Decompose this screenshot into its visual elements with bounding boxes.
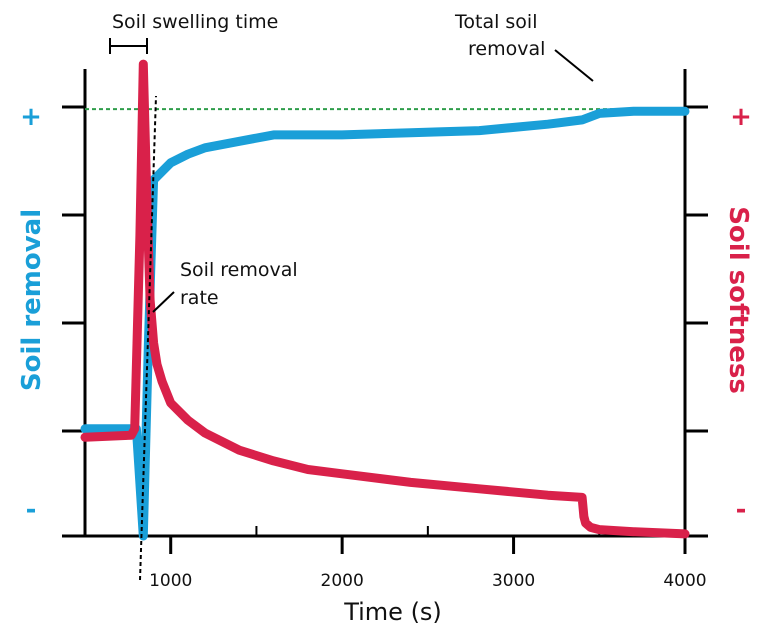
x-ticks: 1000 2000 3000 4000: [149, 536, 707, 591]
x-tick-label: 4000: [663, 571, 706, 591]
x-tick-label: 2000: [321, 571, 364, 591]
x-minor-ticks: [84, 526, 601, 536]
series-line-soil-softness: [80, 59, 690, 539]
x-tick-label: 3000: [492, 571, 535, 591]
x-axis-title: Time (s): [343, 598, 442, 626]
right-sign-minus: -: [736, 495, 747, 525]
left-sign-minus: -: [26, 495, 37, 525]
removal-rate-tangent: [139, 95, 157, 581]
annotation-rate-line1: Soil removal: [180, 259, 298, 281]
y-axis-title-left: Soil removal: [17, 209, 47, 391]
right-sign-plus: +: [730, 102, 752, 132]
total-removal-pointer: [554, 49, 594, 82]
x-tick-label: 1000: [149, 571, 192, 591]
annotation-rate-line2: rate: [180, 287, 219, 309]
swelling-time-bracket: [109, 38, 148, 54]
left-sign-plus: +: [20, 102, 42, 132]
y-axis-title-right: Soil softness: [723, 206, 753, 394]
series-line-soil-removal: [80, 106, 690, 541]
rate-pointer: [152, 291, 175, 313]
annotation-total-removal-line2: removal: [468, 38, 545, 60]
annotation-swelling-time: Soil swelling time: [112, 11, 278, 33]
annotation-total-removal-line1: Total soil: [454, 11, 538, 33]
